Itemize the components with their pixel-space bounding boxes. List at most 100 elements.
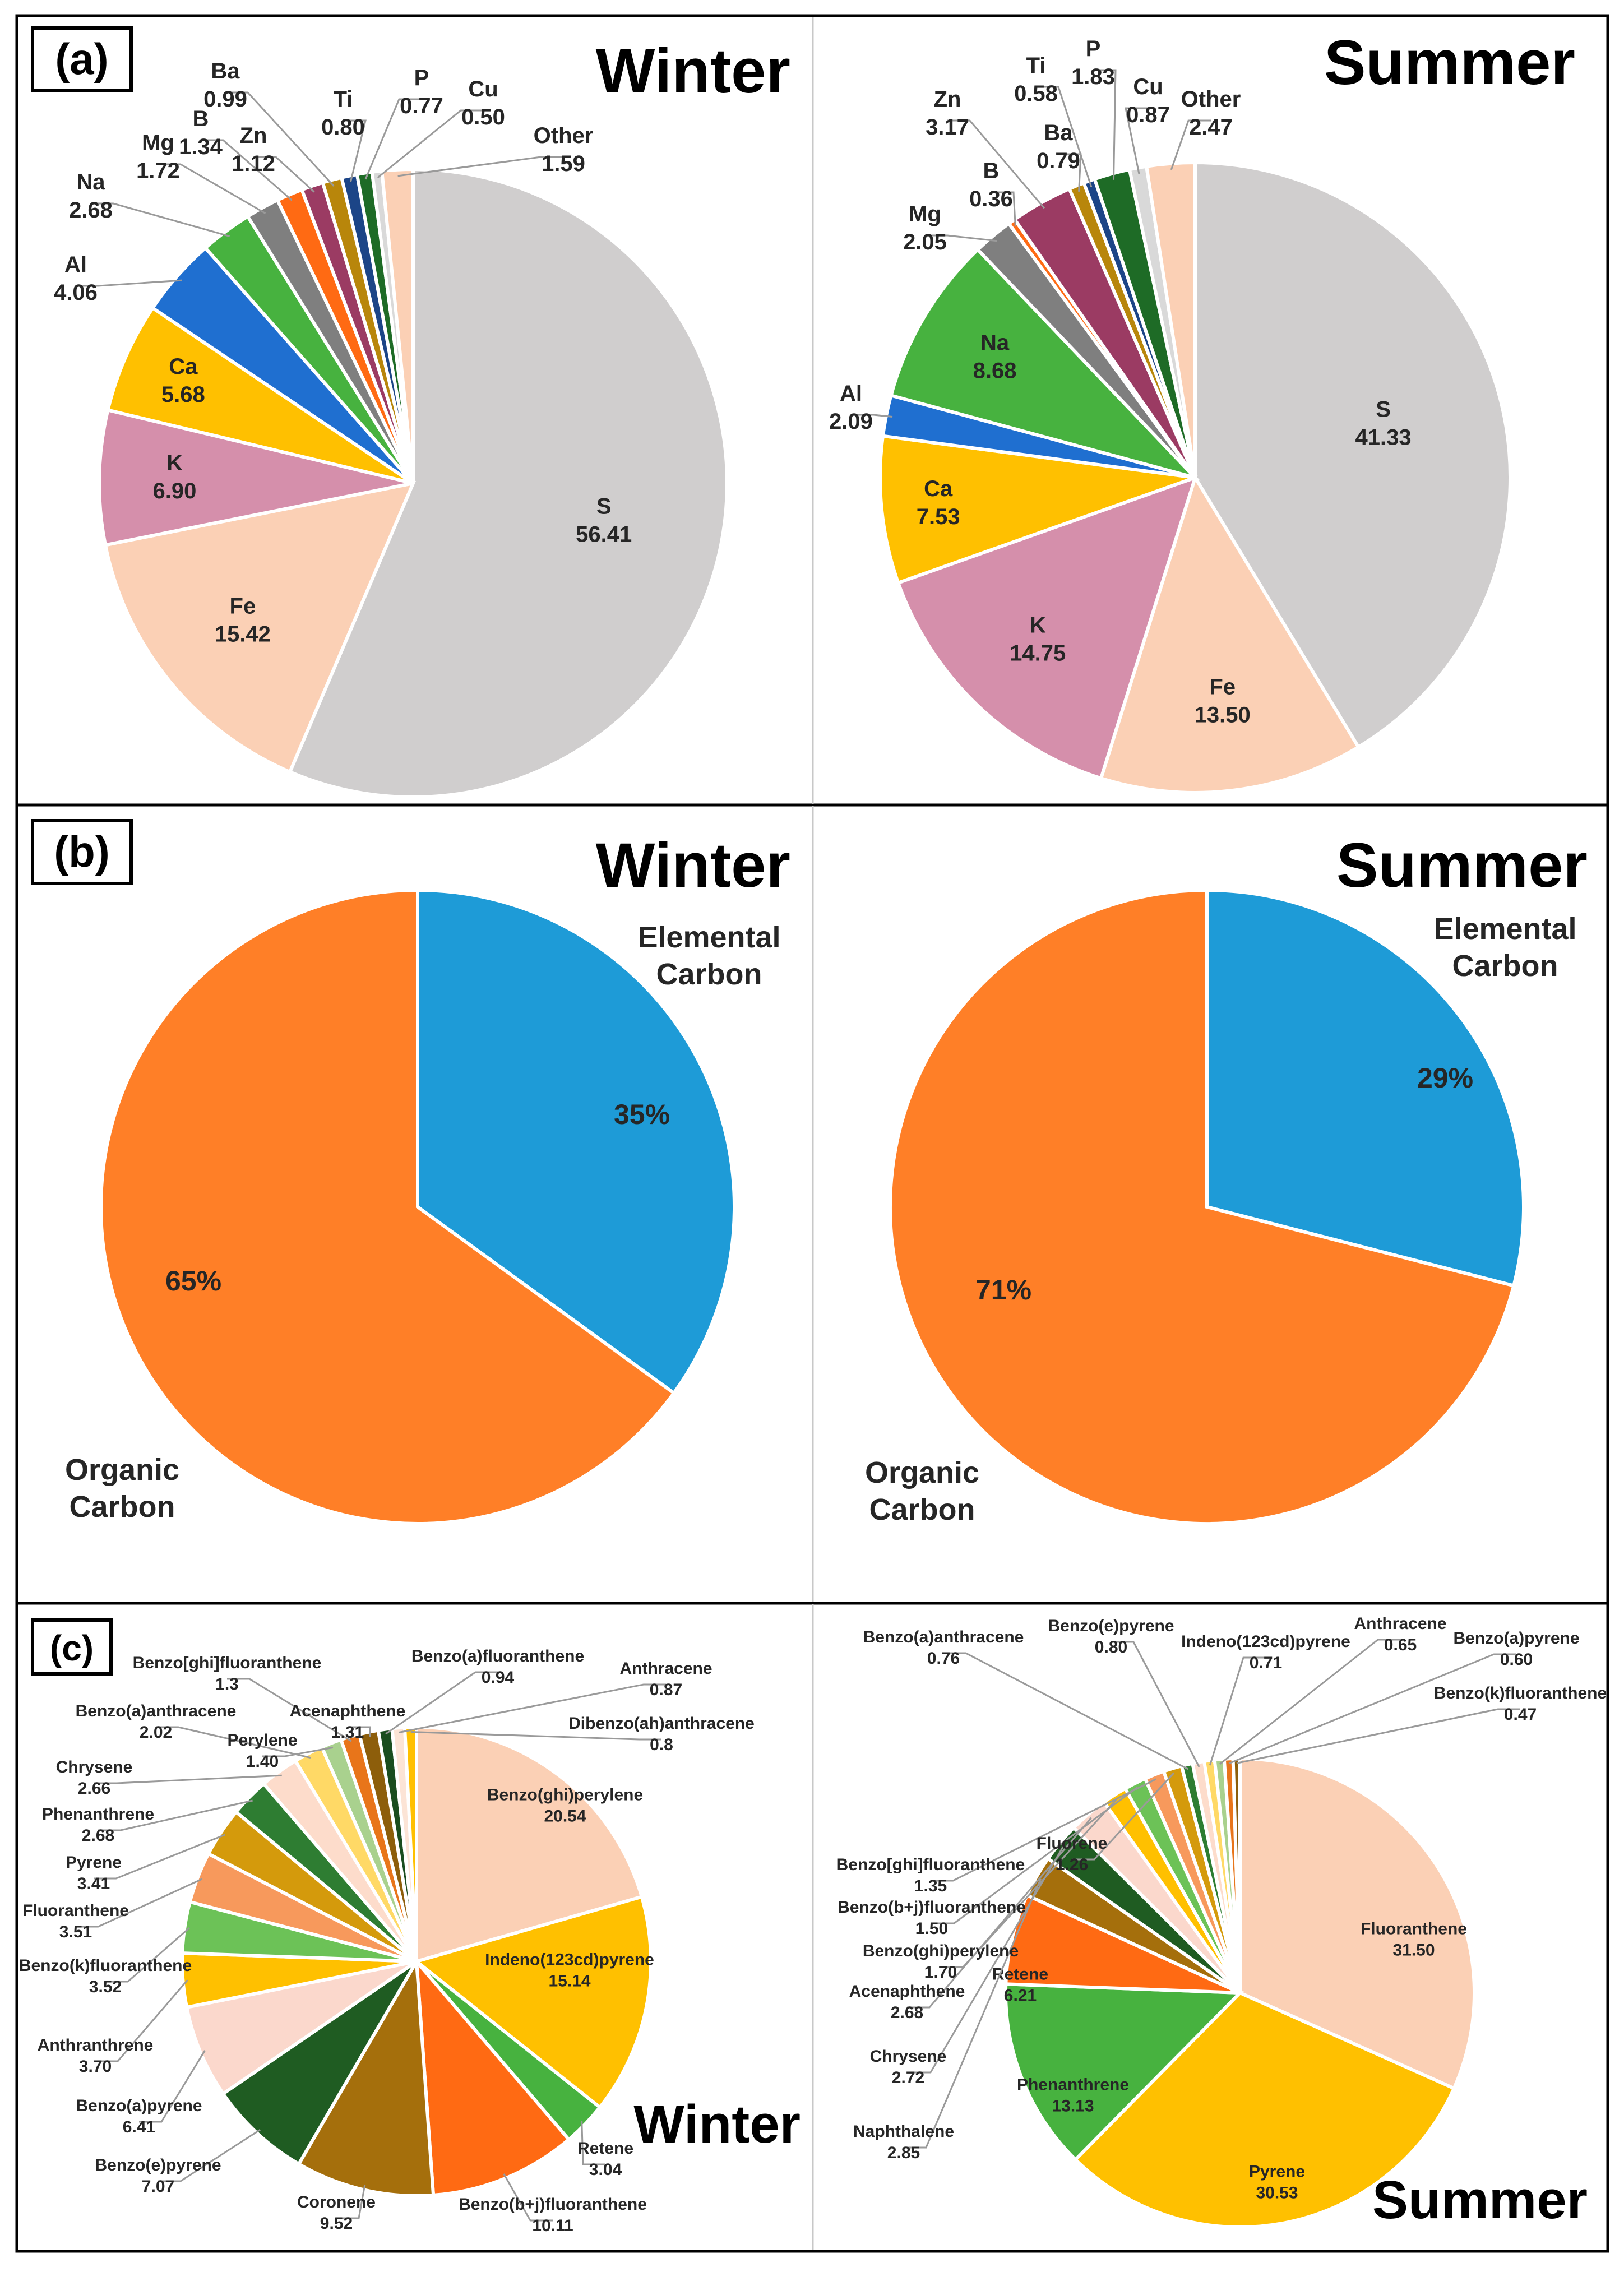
b-winter-organic-carbon-name-line1: Organic <box>65 1453 179 1487</box>
c-summer-indeno-123cd-pyrene-leader <box>1209 1656 1266 1766</box>
a-summer-zn-leader <box>947 119 1045 209</box>
panel-frames <box>15 14 1609 2253</box>
c-winter-benzo-b-j-fluoranthene-leader <box>503 2173 553 2222</box>
b-summer-slice-organic-carbon <box>889 888 1516 1525</box>
b-winter-elemental-carbon-name-line1: Elemental <box>637 920 780 954</box>
b-winter-title: Winter <box>596 830 790 900</box>
c-winter-chrysene-leader <box>94 1774 282 1784</box>
c-winter-phenanthrene-leader <box>98 1799 253 1831</box>
a-winter-mg-label: Mg <box>142 131 174 155</box>
a-winter-fe-value: 15.42 <box>215 622 271 646</box>
c-summer-benzo-b-j-fluoranthene-value: 1.50 <box>915 1919 948 1938</box>
a-summer-mg-label: Mg <box>909 202 941 226</box>
a-summer-ti-label: Ti <box>1026 53 1046 78</box>
c-summer-pyrene-label: Pyrene <box>1249 2163 1305 2181</box>
panel-a-tag-box <box>31 26 133 92</box>
c-summer-slice-phenanthrene <box>1004 1982 1244 2162</box>
a-summer-ba-value: 0.79 <box>1037 149 1080 173</box>
a-winter-ba-leader <box>225 91 335 187</box>
a-summer-slice-ca <box>878 434 1196 585</box>
c-winter-pyrene-leader <box>94 1834 225 1880</box>
c-summer-benzo-ghi-perylene-label: Benzo(ghi)perylene <box>863 1942 1019 1960</box>
a-summer-fe-label: Fe <box>1209 675 1236 700</box>
c-summer-benzo-ghi-fluoranthene-leader <box>931 1778 1156 1882</box>
c-summer-acenaphthene-value: 2.68 <box>891 2003 923 2022</box>
a-winter-s-label: S <box>596 494 612 519</box>
c-winter-benzo-a-pyrene-label: Benzo(a)pyrene <box>76 2097 202 2115</box>
a-summer-b-label: B <box>983 159 1000 183</box>
c-winter-benzo-a-anthracene-label: Benzo(a)anthracene <box>76 1702 237 1720</box>
a-summer-p-label: P <box>1086 36 1101 61</box>
chart-c-winter: Benzo(ghi)perylene 20.54 Indeno(123cd)pyre… <box>19 1647 801 2235</box>
a-winter-other-value: 1.59 <box>542 151 585 176</box>
c-winter-pyrene-label: Pyrene <box>66 1853 122 1872</box>
c-summer-fluorene-leader <box>1072 1772 1175 1861</box>
a-summer-cu-label: Cu <box>1133 75 1163 99</box>
c-winter-benzo-k-fluoranthene-value: 3.52 <box>89 1978 122 1996</box>
a-summer-slice-s <box>1193 160 1512 749</box>
a-summer-zn-value: 3.17 <box>926 115 969 140</box>
chart-a-winter: S56.41Fe15.42K6.90Ca5.68Al4.06Na2.68Mg1.… <box>54 36 790 799</box>
a-winter-ca-value: 5.68 <box>161 382 205 407</box>
c-summer-benzo-a-pyrene-leader <box>1228 1653 1516 1765</box>
c-winter-benzo-a-fluoranthene-label: Benzo(a)fluoranthene <box>411 1647 584 1665</box>
a-summer-p-value: 1.83 <box>1071 64 1115 89</box>
c-winter-benzo-e-pyrene-value: 7.07 <box>142 2177 174 2196</box>
a-winter-al-leader <box>76 279 182 287</box>
a-summer-al-leader <box>851 414 893 418</box>
a-summer-s-label: S <box>1376 397 1391 422</box>
a-winter-ti-leader <box>343 119 367 183</box>
a-winter-s-value: 56.41 <box>576 522 632 547</box>
b-winter-organic-carbon-name-line2: Carbon <box>70 1490 175 1524</box>
a-winter-other-label: Other <box>534 123 594 148</box>
a-summer-p-leader <box>1093 69 1117 180</box>
a-winter-slice-ca <box>105 306 414 485</box>
c-winter-benzo-a-fluoranthene-leader <box>385 1671 498 1735</box>
c-summer-benzo-a-anthracene-label: Benzo(a)anthracene <box>863 1628 1024 1646</box>
c-summer-naphthalene-label: Naphthalene <box>853 2122 954 2141</box>
c-winter-chrysene-label: Chrysene <box>56 1758 133 1776</box>
c-winter-anthracene-label: Anthracene <box>619 1659 712 1678</box>
c-summer-benzo-e-pyrene-label: Benzo(e)pyrene <box>1048 1617 1174 1635</box>
c-winter-benzo-b-j-fluoranthene-value: 10.11 <box>532 2217 573 2235</box>
c-summer-benzo-ghi-perylene-leader <box>941 1798 1118 1968</box>
a-summer-zn-label: Zn <box>934 87 961 112</box>
panel-c-tag-group: (c) <box>31 1618 113 1676</box>
a-winter-slice-k <box>98 408 414 547</box>
c-summer-fluoranthene-label: Fluoranthene <box>1361 1920 1467 1938</box>
c-winter-dibenzo-ah-anthracene-value: 0.8 <box>650 1736 673 1754</box>
c-summer-phenanthrene-value: 13.13 <box>1052 2097 1094 2116</box>
a-winter-cu-leader <box>377 109 483 179</box>
a-summer-mg-leader <box>925 234 997 242</box>
a-winter-ba-value: 0.99 <box>203 87 247 112</box>
c-winter-retene-leader <box>581 2121 605 2165</box>
c-summer-anthracene-label: Anthracene <box>1354 1614 1446 1633</box>
c-winter-benzo-e-pyrene-label: Benzo(e)pyrene <box>95 2156 221 2174</box>
a-winter-cu-label: Cu <box>468 77 498 101</box>
c-winter-anthranthrene-leader <box>95 1979 188 2062</box>
panel-b-tag-box <box>31 819 133 885</box>
a-winter-p-value: 0.77 <box>400 94 443 118</box>
c-summer-anthracene-value: 0.65 <box>1384 1636 1417 1654</box>
c-winter-fluoranthene-label: Fluoranthene <box>22 1901 129 1920</box>
c-summer-benzo-k-fluoranthene-leader <box>1236 1708 1520 1764</box>
c-winter-title: Winter <box>633 2094 801 2154</box>
a-winter-slice-s <box>288 167 729 799</box>
b-summer-elemental-carbon-percent: 29% <box>1417 1062 1473 1094</box>
c-winter-anthranthrene-label: Anthranthrene <box>38 2036 154 2054</box>
a-summer-mg-value: 2.05 <box>903 230 947 254</box>
b-summer-organic-carbon-name-line2: Carbon <box>869 1493 975 1526</box>
b-winter-slice-elemental-carbon <box>416 888 736 1396</box>
a-winter-zn-value: 1.12 <box>232 151 275 176</box>
a-winter-ti-value: 0.80 <box>321 115 365 140</box>
a-winter-ti-label: Ti <box>334 87 353 112</box>
c-summer-benzo-ghi-fluoranthene-label: Benzo[ghi]fluoranthene <box>836 1855 1025 1874</box>
c-winter-slice-benzo-e-pyrene <box>220 1960 418 2167</box>
c-summer-chrysene-value: 2.72 <box>892 2069 924 2087</box>
c-winter-anthracene-leader <box>398 1683 666 1734</box>
c-winter-perylene-value: 1.40 <box>246 1752 279 1771</box>
a-winter-other-leader <box>397 156 563 177</box>
c-winter-coronene-leader <box>336 2185 366 2219</box>
